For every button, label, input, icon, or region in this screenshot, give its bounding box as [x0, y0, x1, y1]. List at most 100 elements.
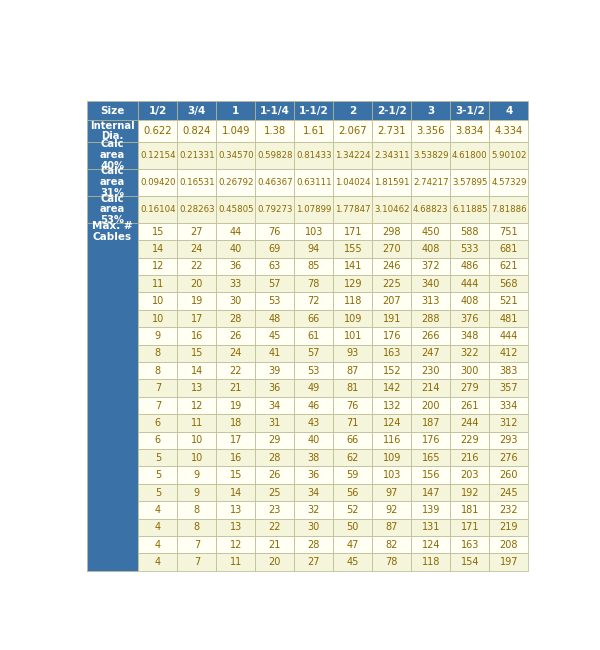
Text: 481: 481	[500, 313, 518, 324]
Bar	[490, 257, 529, 275]
Text: 14: 14	[191, 366, 203, 376]
Text: 38: 38	[308, 452, 320, 463]
Text: 101: 101	[344, 331, 362, 341]
Text: 0.28263: 0.28263	[179, 205, 215, 214]
Text: 12: 12	[230, 540, 242, 550]
Text: 357: 357	[500, 383, 518, 393]
Bar	[412, 397, 451, 414]
Bar	[334, 169, 373, 196]
Bar	[295, 467, 334, 484]
Bar	[295, 223, 334, 240]
Bar	[178, 101, 217, 120]
Bar	[256, 432, 295, 449]
Text: 16: 16	[191, 331, 203, 341]
Bar	[178, 536, 217, 553]
Text: 26: 26	[269, 470, 281, 480]
Bar	[295, 536, 334, 553]
Bar	[451, 292, 490, 310]
Text: 383: 383	[500, 366, 518, 376]
Bar	[86, 223, 139, 571]
Bar	[178, 344, 217, 362]
Text: 26: 26	[230, 331, 242, 341]
Text: 5: 5	[155, 470, 161, 480]
Text: 71: 71	[347, 418, 359, 428]
Text: 57: 57	[269, 279, 281, 289]
Text: 181: 181	[461, 505, 479, 515]
Text: 621: 621	[500, 261, 518, 271]
Bar	[217, 344, 256, 362]
Text: 0.824: 0.824	[182, 126, 211, 136]
Text: 9: 9	[194, 488, 200, 497]
Bar	[178, 310, 217, 327]
Text: 298: 298	[383, 227, 401, 237]
Bar	[295, 310, 334, 327]
Bar	[451, 397, 490, 414]
Text: 163: 163	[383, 348, 401, 358]
Bar	[373, 310, 412, 327]
Text: 109: 109	[344, 313, 362, 324]
Text: 681: 681	[500, 244, 518, 254]
Bar	[334, 310, 373, 327]
Bar	[490, 414, 529, 432]
Bar	[373, 120, 412, 142]
Text: 260: 260	[500, 470, 518, 480]
Text: 103: 103	[383, 470, 401, 480]
Bar	[256, 536, 295, 553]
Bar	[373, 142, 412, 169]
Text: 0.622: 0.622	[143, 126, 172, 136]
Bar	[217, 449, 256, 467]
Bar	[139, 432, 178, 449]
Text: 76: 76	[347, 400, 359, 411]
Text: 40: 40	[230, 244, 242, 254]
Bar	[139, 449, 178, 467]
Bar	[217, 275, 256, 292]
Bar	[451, 120, 490, 142]
Text: 171: 171	[344, 227, 362, 237]
Bar	[373, 536, 412, 553]
Text: 376: 376	[461, 313, 479, 324]
Text: 66: 66	[308, 313, 320, 324]
Bar	[373, 553, 412, 571]
Text: 4.68823: 4.68823	[413, 205, 449, 214]
Text: 17: 17	[191, 313, 203, 324]
Text: 22: 22	[269, 523, 281, 532]
Text: 92: 92	[386, 505, 398, 515]
Text: 131: 131	[422, 523, 440, 532]
Text: 348: 348	[461, 331, 479, 341]
Text: 29: 29	[269, 436, 281, 445]
Bar	[373, 380, 412, 397]
Text: 22: 22	[191, 261, 203, 271]
Bar	[412, 169, 451, 196]
Text: 2.74217: 2.74217	[413, 178, 449, 187]
Text: 39: 39	[269, 366, 281, 376]
Bar	[139, 414, 178, 432]
Text: Size: Size	[100, 106, 125, 116]
Bar	[490, 449, 529, 467]
Bar	[178, 484, 217, 501]
Bar	[295, 257, 334, 275]
Bar	[86, 169, 139, 196]
Text: 103: 103	[305, 227, 323, 237]
Bar	[217, 362, 256, 380]
Text: 486: 486	[461, 261, 479, 271]
Text: 3/4: 3/4	[188, 106, 206, 116]
Text: 15: 15	[230, 470, 242, 480]
Text: 124: 124	[422, 540, 440, 550]
Bar	[334, 553, 373, 571]
Text: 154: 154	[461, 557, 479, 567]
Bar	[178, 257, 217, 275]
Text: 8: 8	[155, 366, 161, 376]
Bar	[412, 362, 451, 380]
Bar	[334, 414, 373, 432]
Bar	[451, 223, 490, 240]
Text: 293: 293	[500, 436, 518, 445]
Text: 9: 9	[194, 470, 200, 480]
Text: 1: 1	[232, 106, 239, 116]
Bar	[451, 257, 490, 275]
Bar	[139, 292, 178, 310]
Text: 47: 47	[347, 540, 359, 550]
Bar	[139, 536, 178, 553]
Bar	[334, 519, 373, 536]
Text: 15: 15	[152, 227, 164, 237]
Text: 15: 15	[191, 348, 203, 358]
